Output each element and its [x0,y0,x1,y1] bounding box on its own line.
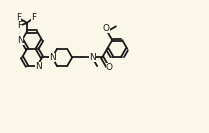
Text: F: F [16,13,21,22]
Text: O: O [103,24,110,33]
Text: F: F [17,21,22,30]
Text: O: O [106,63,113,72]
Text: N: N [89,53,96,62]
Text: N: N [49,53,55,62]
Text: N: N [17,36,24,45]
Text: F: F [32,13,37,22]
Text: N: N [35,62,42,71]
